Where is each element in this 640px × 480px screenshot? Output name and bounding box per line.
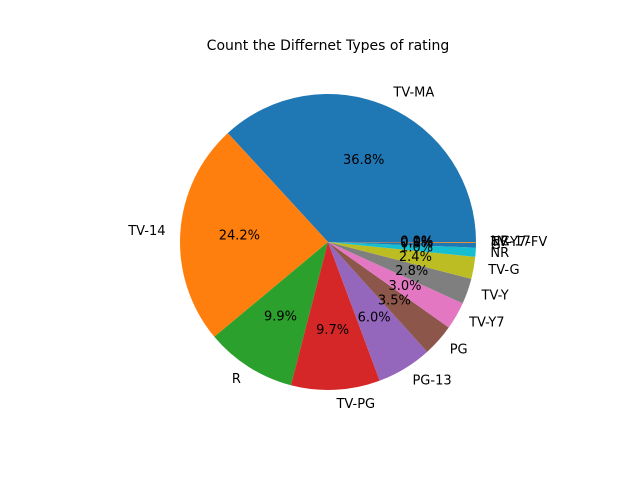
pie-slice-tv-pg <box>290 242 380 390</box>
slice-label-r: R <box>232 372 241 387</box>
slice-percent-tv-ma: 36.8% <box>343 153 384 168</box>
pie-slice-tv-y <box>328 242 472 304</box>
slice-percent-labels: 36.8% 24.2% 9.9% 9.7% 6.0% 3.5%3.0%2.8%2.4%1.… <box>219 153 434 338</box>
chart-title: Count the Differnet Types of rating <box>207 38 450 54</box>
slice-label-tv-y: TV-Y <box>481 289 509 304</box>
slice-percent-nc-17: 0.0% <box>400 235 433 250</box>
pie-slice-r <box>214 242 328 386</box>
pie-slice-pg-13 <box>328 242 428 381</box>
pie-slice-nr <box>328 242 476 257</box>
pie-slice-tv-y7 <box>328 242 463 328</box>
slice-percent-tv-14: 24.2% <box>219 229 260 244</box>
slice-label-ur: UR <box>491 235 510 250</box>
pie-slice-pg <box>328 242 449 352</box>
slice-percent-g: 0.5% <box>400 236 433 251</box>
slice-label-tv-pg: TV-PG <box>335 397 375 412</box>
slice-percent-ur: 0.0% <box>400 235 433 250</box>
pie-slice-tv-ma <box>227 94 477 242</box>
slice-label-tv-g: TV-G <box>487 263 519 278</box>
slice-label-pg-13: PG-13 <box>412 374 451 389</box>
slice-percent-tv-pg: 9.7% <box>316 323 349 338</box>
slice-label-pg: PG <box>450 343 468 358</box>
pie-slice-tv-g <box>328 242 476 279</box>
slice-percent-pg: 3.5% <box>378 293 411 308</box>
pie-slices <box>179 94 477 390</box>
pie-slice-g <box>328 242 476 248</box>
slice-label-tv-14: TV-14 <box>127 224 165 239</box>
slice-percent-tv-y7-fv: 0.1% <box>400 235 433 250</box>
slice-label-tv-ma: TV-MA <box>392 85 434 100</box>
slice-percent-r: 9.9% <box>264 310 297 325</box>
slice-label-g: G <box>491 238 501 253</box>
slice-percent-pg-13: 6.0% <box>358 310 391 325</box>
pie-slice-tv-14 <box>179 133 328 337</box>
slice-label-tv-y7-fv: TV-Y7-FV <box>490 235 548 250</box>
slice-percent-tv-y7: 3.0% <box>388 279 421 294</box>
slice-label-nc-17: NC-17 <box>491 235 531 250</box>
slice-label-nr: NR <box>490 246 509 261</box>
slice-label-tv-y7: TV-Y7 <box>468 316 504 331</box>
slice-percent-tv-g: 2.4% <box>399 250 432 265</box>
slice-percent-tv-y: 2.8% <box>395 264 428 279</box>
pie-slice-tv-y7-fv <box>328 242 476 243</box>
slice-percent-nr: 1.0% <box>400 241 433 256</box>
